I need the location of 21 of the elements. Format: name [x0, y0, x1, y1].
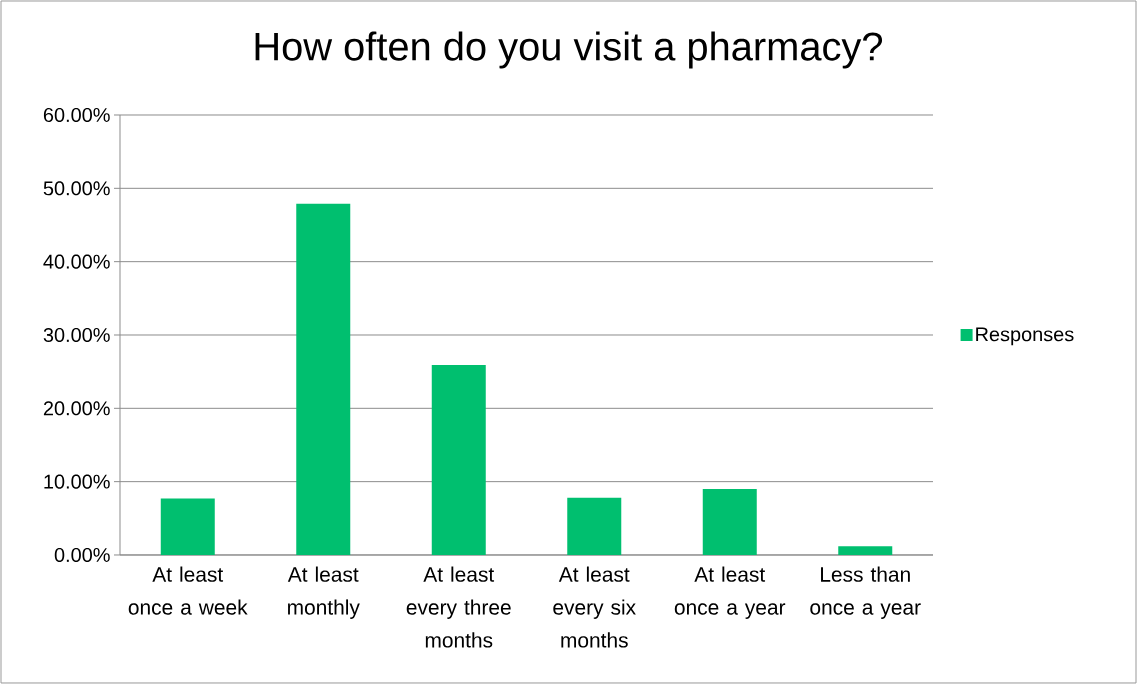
y-tick-label: 10.00% [44, 474, 110, 489]
bar [431, 365, 486, 555]
legend-label: Responses [976, 327, 1074, 346]
bar [702, 488, 757, 555]
x-tick-label: At least once a year [674, 566, 786, 619]
bar [160, 498, 215, 555]
bar [567, 497, 622, 555]
y-tick-label: 60.00% [43, 107, 110, 123]
bar [838, 546, 893, 555]
x-tick-label: Less than once a year [810, 566, 921, 619]
y-tick-label: 20.00% [43, 401, 110, 416]
y-tick-label: 0.00% [54, 547, 110, 563]
y-tick-label: 50.00% [43, 181, 110, 196]
x-tick-label: At least once a week [128, 566, 248, 615]
x-tick-label: At least monthly [287, 566, 360, 619]
y-tick-label: 40.00% [43, 254, 110, 269]
bar [296, 203, 351, 555]
x-tick-label: At least every three months [406, 566, 511, 648]
y-tick-label: 30.00% [43, 327, 110, 343]
chart-title: How often do you visit a pharmacy? [255, 31, 883, 69]
x-tick-label: At least every six months [553, 566, 636, 648]
